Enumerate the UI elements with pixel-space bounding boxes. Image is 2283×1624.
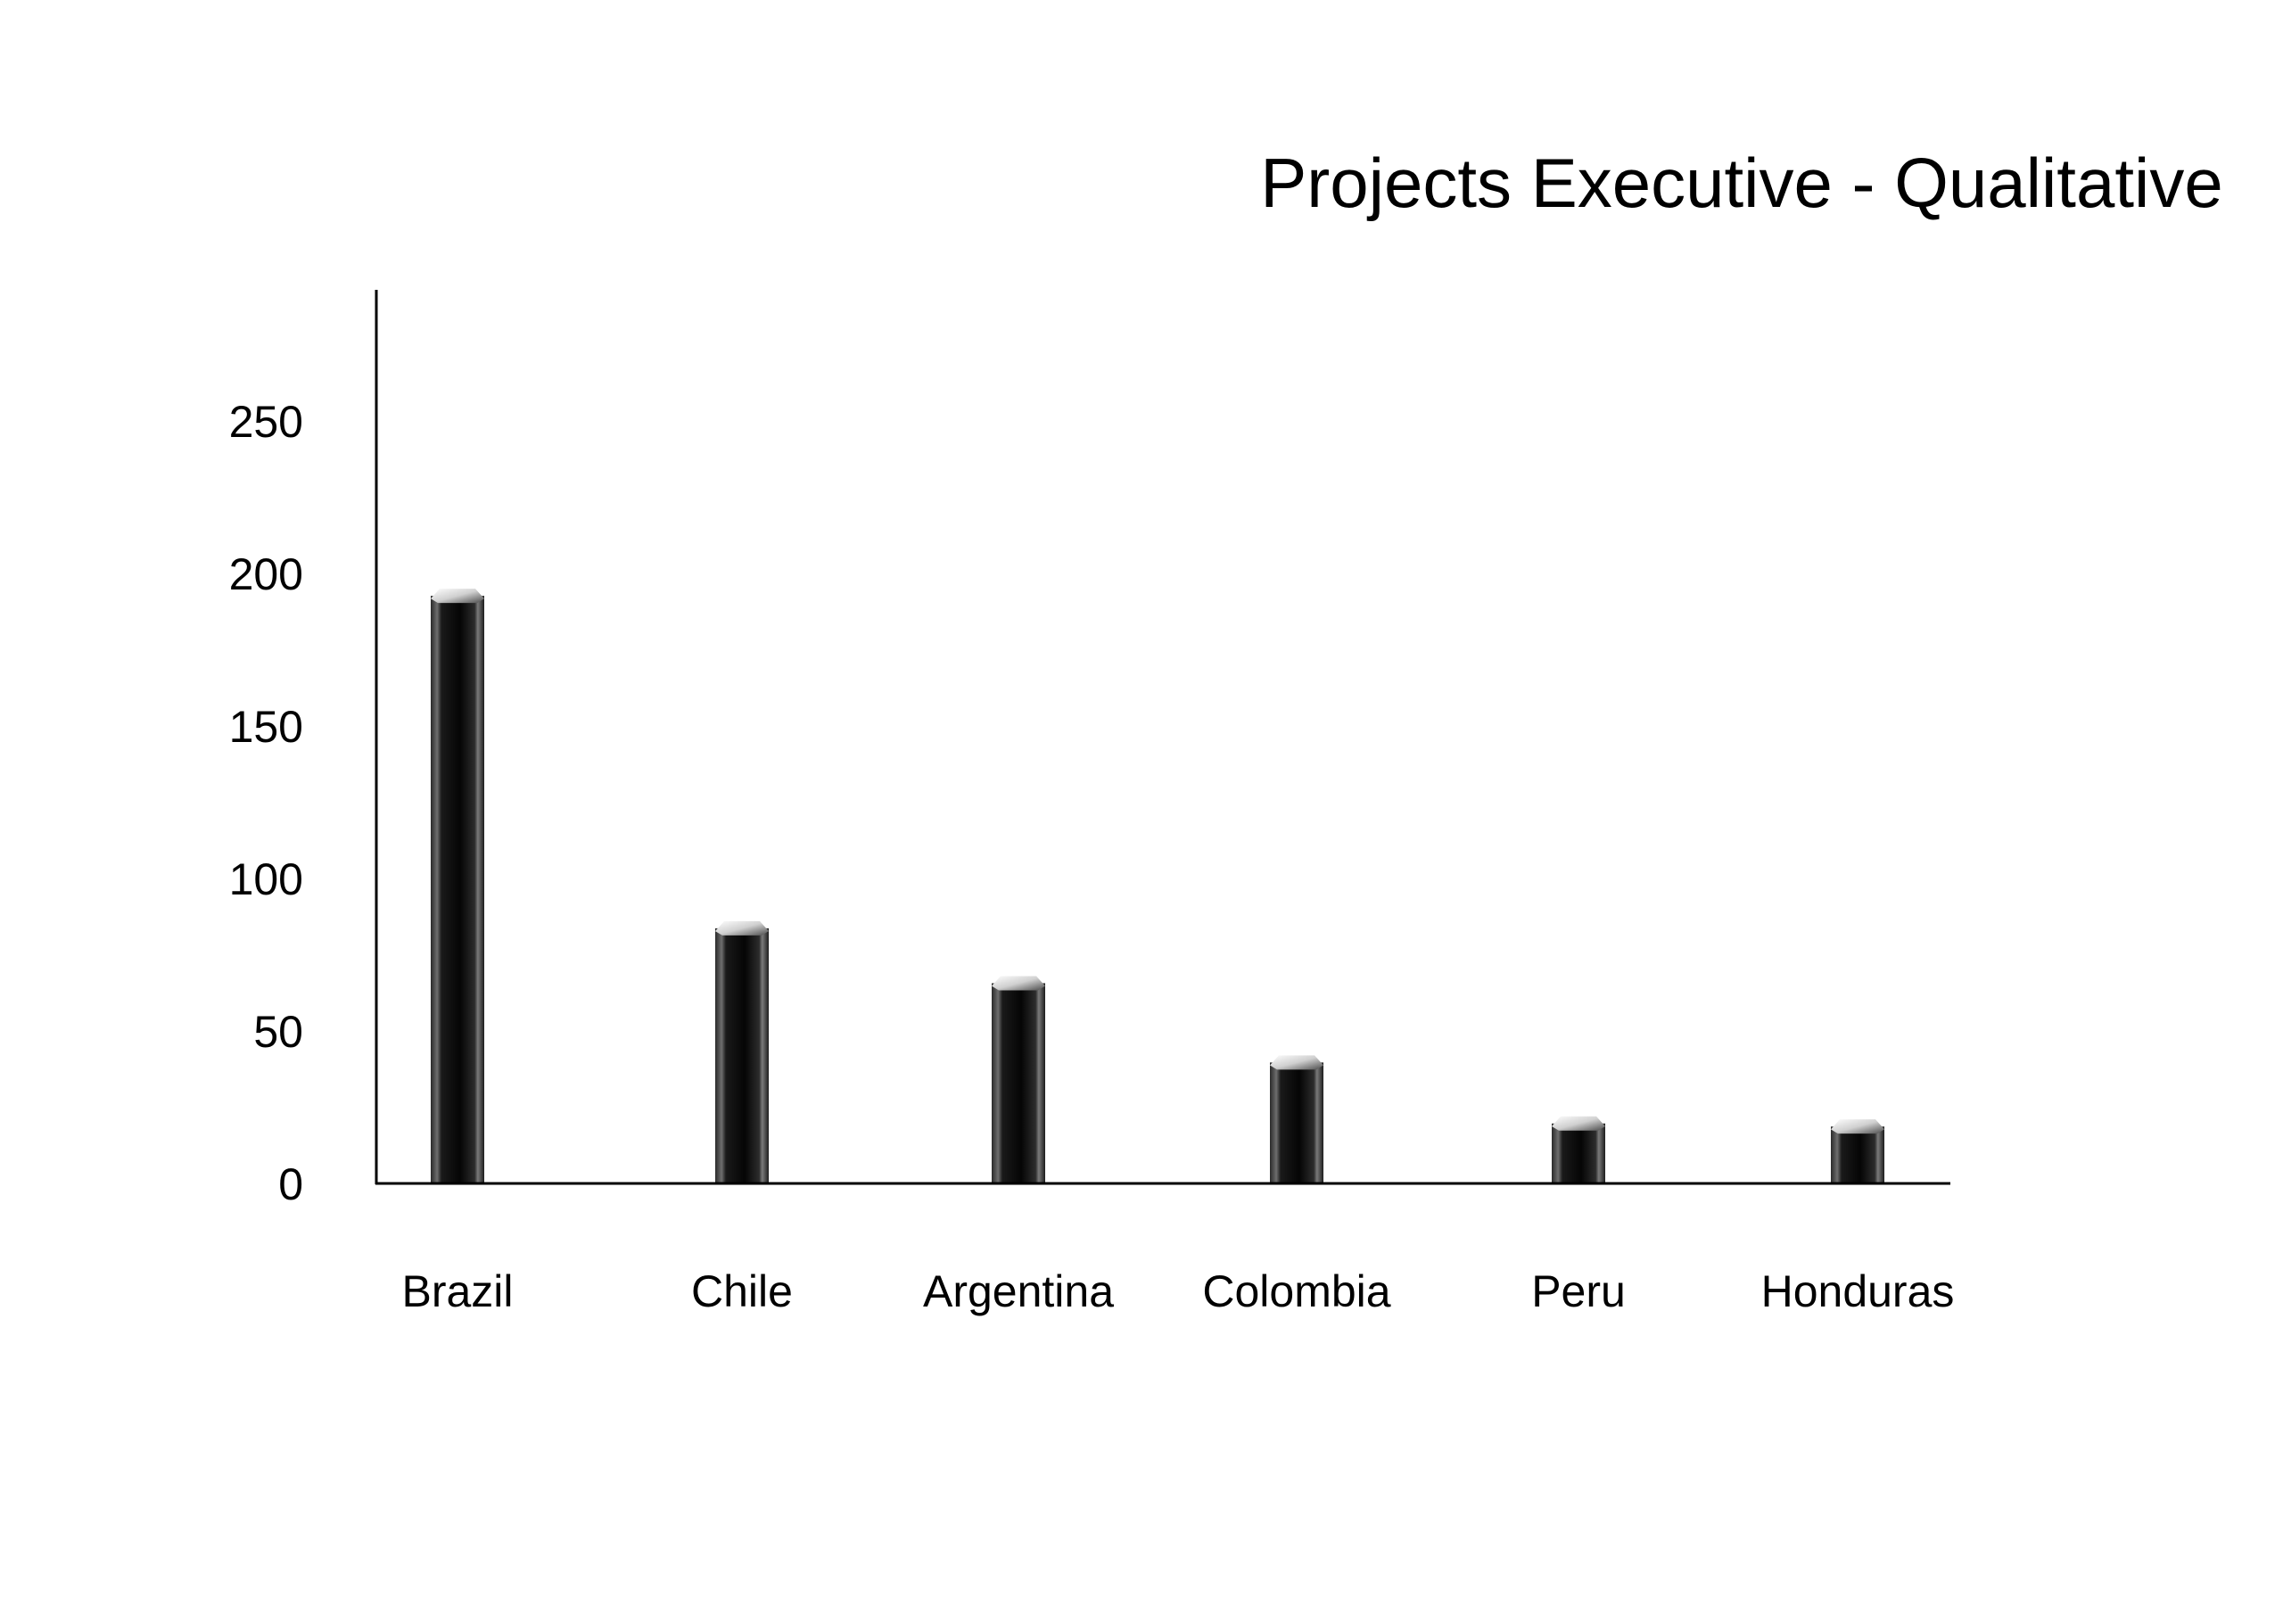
- y-tick-label: 100: [229, 854, 303, 904]
- bar-chile: [715, 920, 769, 1183]
- bar-cap: [1270, 1055, 1323, 1070]
- bar-body: [1270, 1062, 1323, 1183]
- bar-colombia: [1270, 1055, 1323, 1183]
- bar-body: [715, 927, 769, 1183]
- bar-body: [431, 596, 484, 1183]
- bar-cap: [431, 589, 484, 604]
- bar-argentina: [992, 976, 1045, 1183]
- x-tick-label: Honduras: [1761, 1266, 1955, 1316]
- bar-cap: [1552, 1116, 1605, 1131]
- x-tick-label: Chile: [691, 1266, 793, 1316]
- bar-peru: [1552, 1116, 1605, 1183]
- bars: [431, 589, 1884, 1183]
- x-tick-label: Peru: [1531, 1266, 1626, 1316]
- y-axis-ticks: 0 50 100 150 200 250: [229, 397, 303, 1209]
- chart-title: Projects Executive - Qualitative: [1260, 144, 2222, 222]
- bar-brazil: [431, 589, 484, 1183]
- y-tick-label: 0: [278, 1159, 303, 1209]
- x-axis-labels: Brazil Chile Argentina Colombia Peru Honduras: [401, 1266, 1954, 1316]
- y-tick-label: 200: [229, 549, 303, 599]
- y-tick-label: 50: [253, 1007, 303, 1057]
- bar-body: [992, 983, 1045, 1183]
- y-tick-label: 150: [229, 702, 303, 752]
- bar-body: [1552, 1123, 1605, 1183]
- bar-body: [1831, 1126, 1884, 1183]
- bar-honduras: [1831, 1119, 1884, 1183]
- y-tick-label: 250: [229, 397, 303, 447]
- x-tick-label: Colombia: [1202, 1266, 1390, 1316]
- x-tick-label: Brazil: [401, 1266, 513, 1316]
- bar-cap: [1831, 1119, 1884, 1134]
- x-tick-label: Argentina: [923, 1266, 1114, 1316]
- bar-cap: [715, 920, 769, 936]
- bar-cap: [992, 976, 1045, 991]
